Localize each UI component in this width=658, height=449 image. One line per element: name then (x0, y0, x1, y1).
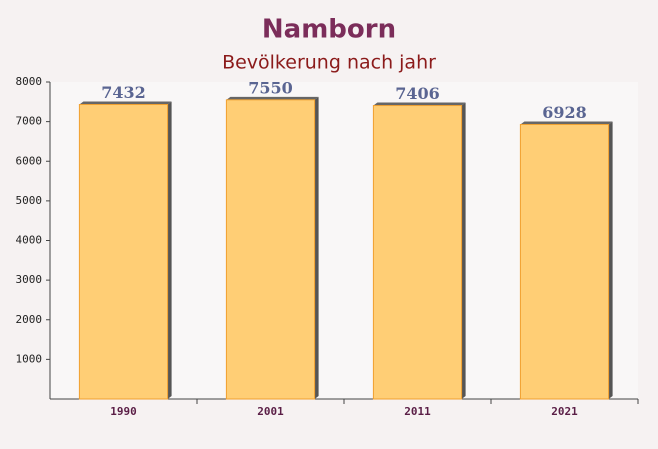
x-tick-label: 2011 (404, 405, 431, 418)
x-tick-label: 2021 (551, 405, 578, 418)
value-label: 7406 (395, 84, 440, 103)
bar-shadow-top (79, 101, 172, 105)
bar (372, 105, 463, 400)
chart-title: Namborn (262, 15, 396, 45)
bar (78, 104, 169, 400)
bar-shadow-top (373, 102, 466, 106)
y-tick-label: 3000 (16, 273, 43, 286)
x-tick-label: 1990 (110, 405, 137, 418)
value-label: 7432 (101, 83, 146, 102)
bar (225, 99, 316, 400)
y-tick-label: 5000 (16, 194, 43, 207)
bar-shadow-top (226, 96, 319, 100)
y-tick-label: 8000 (16, 75, 43, 88)
value-label: 7550 (248, 78, 293, 97)
y-tick-label: 1000 (16, 352, 43, 365)
chart-subtitle: Bevölkerung nach jahr (222, 52, 436, 74)
bar-shadow-top (520, 121, 613, 125)
bar (519, 123, 610, 400)
value-label: 6928 (542, 103, 587, 122)
y-tick-label: 6000 (16, 154, 43, 167)
bar-shadow (608, 121, 613, 399)
x-tick-label: 2001 (257, 405, 284, 418)
bar-shadow (167, 101, 172, 399)
y-tick-label: 2000 (16, 313, 43, 326)
bar-shadow (461, 102, 466, 400)
bar-shadow (314, 96, 319, 400)
y-tick-label: 7000 (16, 115, 43, 128)
y-tick-label: 4000 (16, 234, 43, 247)
